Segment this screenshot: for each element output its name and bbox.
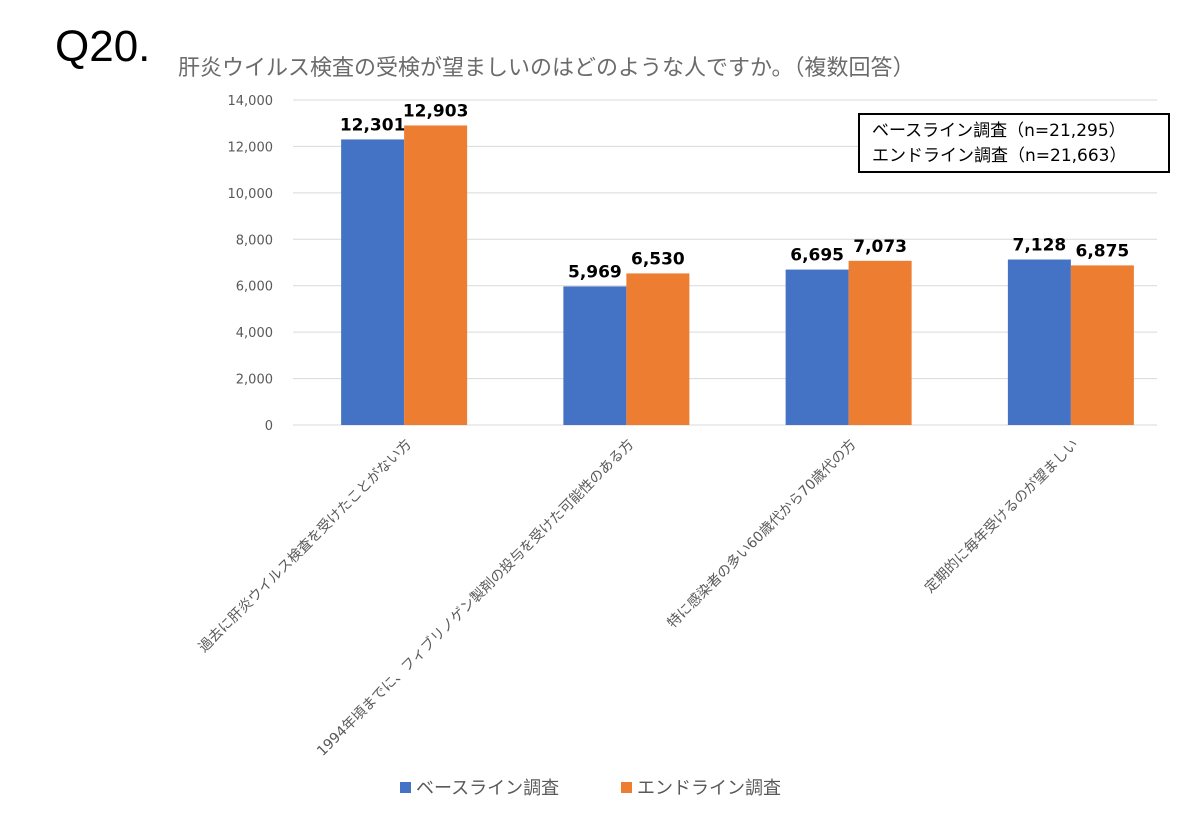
sample-size-note: ベースライン調査（n=21,295） エンドライン調査（n=21,663） [858, 113, 1170, 173]
y-tick-label: 14,000 [228, 94, 274, 109]
x-category-label: 定期的に毎年受けるのが望ましい [922, 437, 1082, 597]
y-tick-label: 10,000 [228, 187, 274, 202]
chart-title: 肝炎ウイルス検査の受検が望ましいのはどのような人ですか。（複数回答） [178, 56, 915, 81]
legend-label: ベースライン調査 [416, 778, 559, 799]
bar-endline [626, 273, 690, 425]
y-tick-label: 2,000 [236, 373, 273, 388]
bar-baseline [1007, 259, 1071, 425]
legend-swatch-endline [621, 782, 632, 793]
y-tick-label: 4,000 [236, 326, 273, 341]
bar-baseline [563, 286, 627, 425]
data-label: 5,969 [568, 262, 622, 282]
bar-baseline [785, 269, 849, 425]
bar-endline [848, 260, 912, 425]
data-label: 7,128 [1012, 236, 1066, 256]
y-tick-label: 6,000 [236, 280, 273, 295]
bar-baseline [341, 139, 405, 425]
note-line-baseline: ベースライン調査（n=21,295） [872, 121, 1126, 141]
x-category-label: 過去に肝炎ウイルス検査を受けたことがない方 [196, 437, 415, 656]
y-tick-label: 0 [265, 419, 273, 434]
x-category-label: 特に感染者の多い60歳代から70歳代の方 [664, 436, 860, 632]
bar-endline [404, 125, 468, 426]
question-number: Q20. [55, 22, 151, 71]
note-line-endline: エンドライン調査（n=21,663） [872, 146, 1127, 166]
legend-label: エンドライン調査 [637, 778, 781, 799]
y-tick-label: 8,000 [236, 233, 273, 248]
data-label: 6,530 [631, 249, 685, 269]
y-tick-label: 12,000 [228, 140, 274, 155]
data-label: 6,695 [790, 246, 844, 266]
data-label: 12,903 [403, 101, 469, 121]
data-label: 7,073 [853, 237, 907, 257]
data-label: 6,875 [1075, 241, 1129, 261]
data-label: 12,301 [340, 115, 406, 135]
bar-endline [1070, 265, 1134, 425]
legend-swatch-baseline [400, 782, 411, 793]
